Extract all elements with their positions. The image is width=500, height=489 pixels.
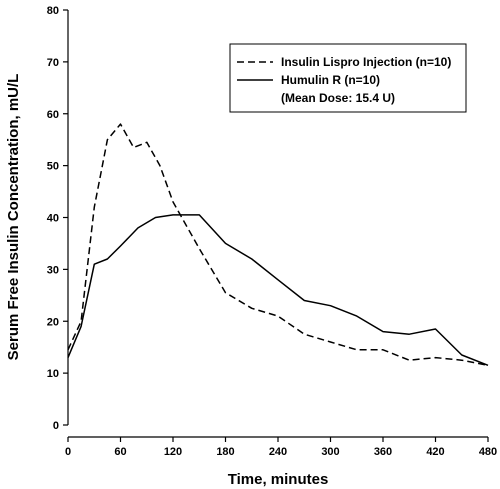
- y-tick-label: 40: [47, 213, 59, 225]
- x-tick-label: 120: [164, 446, 182, 458]
- y-tick-label: 10: [47, 368, 59, 380]
- series-line-lispro: [67, 123, 489, 367]
- x-tick-label: 360: [374, 446, 392, 458]
- x-tick-label: 180: [216, 446, 234, 458]
- y-tick-label: 50: [47, 161, 59, 173]
- x-axis-title: Time, minutes: [228, 471, 329, 488]
- y-axis-title: Serum Free Insulin Concentration, mU/L: [5, 74, 22, 361]
- x-tick-label: 0: [65, 446, 71, 458]
- x-tick-label: 480: [479, 446, 497, 458]
- legend-label-lispro: Insulin Lispro Injection (n=10): [281, 55, 451, 69]
- legend-note-mean-dose: (Mean Dose: 15.4 U): [281, 91, 395, 105]
- x-tick-label: 300: [321, 446, 339, 458]
- axes: 0 10 20 30 40 50 60 70 80 0 60 120 180 240 300 360 420 48…: [47, 5, 497, 458]
- y-tick-label: 80: [47, 5, 59, 17]
- series-line-humulin: [67, 214, 489, 366]
- legend-label-humulin: Humulin R (n=10): [281, 73, 380, 87]
- legend-box: [229, 43, 467, 113]
- x-tick-label: 420: [426, 446, 444, 458]
- x-tick-label: 240: [269, 446, 287, 458]
- legend: Insulin Lispro Injection (n=10) Humulin …: [229, 43, 467, 113]
- y-tick-label: 0: [53, 420, 59, 432]
- y-tick-label: 60: [47, 109, 59, 121]
- y-tick-label: 20: [47, 316, 59, 328]
- y-tick-label: 30: [47, 264, 59, 276]
- series-layer: [67, 123, 489, 367]
- y-tick-label: 70: [47, 57, 59, 69]
- x-tick-label: 60: [114, 446, 126, 458]
